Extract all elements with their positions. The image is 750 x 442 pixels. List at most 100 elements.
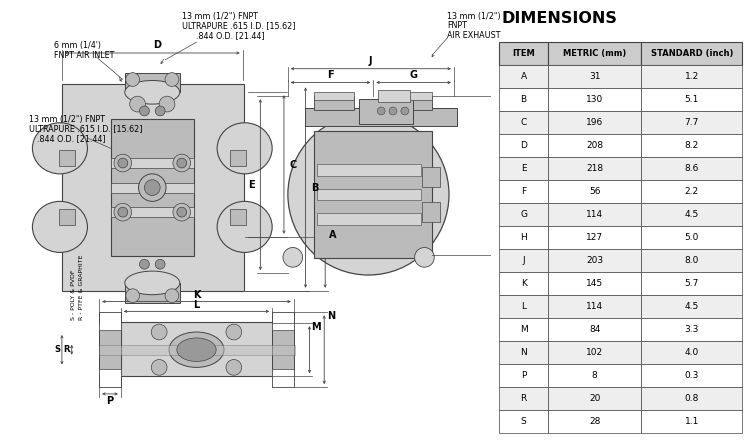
Text: 208: 208	[586, 141, 603, 150]
Text: N: N	[520, 348, 527, 357]
Ellipse shape	[226, 324, 242, 340]
Ellipse shape	[400, 107, 409, 115]
Ellipse shape	[139, 174, 166, 202]
Bar	[317, 189, 421, 200]
Bar	[548, 134, 641, 157]
Bar	[111, 119, 194, 256]
Text: FNPT: FNPT	[447, 21, 467, 30]
Bar	[641, 295, 742, 318]
Bar	[111, 158, 194, 168]
Text: 8.0: 8.0	[685, 256, 699, 265]
Ellipse shape	[124, 80, 180, 104]
Bar	[641, 203, 742, 226]
Bar	[499, 272, 548, 295]
Bar	[378, 90, 410, 102]
Bar	[548, 272, 641, 295]
Text: 5.0: 5.0	[685, 233, 699, 242]
Bar	[641, 134, 742, 157]
Ellipse shape	[32, 123, 88, 174]
Bar	[641, 226, 742, 249]
Ellipse shape	[283, 248, 302, 267]
Ellipse shape	[288, 114, 449, 275]
Text: F: F	[521, 187, 526, 196]
Bar	[272, 312, 294, 330]
Text: K: K	[520, 279, 526, 288]
Text: 1.1: 1.1	[685, 417, 699, 426]
Ellipse shape	[177, 338, 216, 362]
Bar	[230, 150, 246, 166]
Text: E: E	[248, 179, 255, 190]
Bar	[499, 226, 548, 249]
Text: C: C	[290, 160, 296, 170]
Bar	[499, 295, 548, 318]
Bar	[499, 364, 548, 387]
Bar	[548, 341, 641, 364]
Bar	[62, 84, 244, 291]
Text: L: L	[521, 302, 526, 311]
Bar	[548, 387, 641, 410]
Text: 3.3: 3.3	[685, 325, 699, 334]
Ellipse shape	[114, 154, 132, 172]
Ellipse shape	[169, 332, 224, 367]
Bar	[641, 157, 742, 180]
Bar	[393, 92, 432, 100]
Text: .844 O.D. [21.44]: .844 O.D. [21.44]	[196, 31, 266, 40]
Bar	[272, 312, 294, 387]
Ellipse shape	[126, 289, 140, 302]
Bar	[548, 364, 641, 387]
Text: 13 mm (1/2"): 13 mm (1/2")	[447, 11, 501, 21]
Text: 13 mm (1/2") FNPT: 13 mm (1/2") FNPT	[29, 115, 106, 124]
Ellipse shape	[152, 359, 167, 375]
Bar	[499, 318, 548, 341]
Bar	[230, 209, 246, 225]
Text: FNPT AIR INLET: FNPT AIR INLET	[54, 51, 115, 60]
Ellipse shape	[155, 259, 165, 269]
Bar	[124, 283, 180, 302]
Ellipse shape	[32, 202, 88, 252]
Bar	[641, 341, 742, 364]
Text: 7.7: 7.7	[685, 118, 699, 127]
Bar	[548, 318, 641, 341]
Ellipse shape	[177, 158, 187, 168]
Ellipse shape	[173, 203, 190, 221]
Text: 218: 218	[586, 164, 603, 173]
Text: 8.2: 8.2	[685, 141, 699, 150]
Text: 0.8: 0.8	[685, 394, 699, 403]
Text: 5.1: 5.1	[685, 95, 699, 104]
Text: A: A	[329, 230, 337, 240]
Bar	[499, 180, 548, 203]
Bar	[124, 72, 180, 92]
Bar	[314, 92, 354, 100]
Ellipse shape	[155, 106, 165, 116]
Text: S - POLY & PVDF: S - POLY & PVDF	[70, 270, 76, 320]
Text: H: H	[510, 171, 518, 181]
Text: J: J	[522, 256, 525, 265]
Bar	[499, 387, 548, 410]
Text: G: G	[410, 69, 418, 80]
Bar	[548, 111, 641, 134]
Text: 31: 31	[589, 72, 601, 81]
Ellipse shape	[217, 123, 272, 174]
Text: R - PTFE & GRAPHITE: R - PTFE & GRAPHITE	[79, 255, 83, 320]
Text: M: M	[311, 322, 321, 332]
Ellipse shape	[145, 180, 160, 195]
Text: 13 mm (1/2") FNPT: 13 mm (1/2") FNPT	[182, 11, 258, 21]
Ellipse shape	[165, 289, 178, 302]
Bar	[548, 157, 641, 180]
Text: S: S	[54, 345, 60, 354]
Ellipse shape	[226, 359, 242, 375]
Text: 196: 196	[586, 118, 603, 127]
Text: 2.2: 2.2	[685, 187, 699, 196]
Text: 4.0: 4.0	[685, 348, 699, 357]
Text: G: G	[520, 210, 527, 219]
Text: ULTRAPURE .615 I.D. [15.62]: ULTRAPURE .615 I.D. [15.62]	[29, 125, 143, 133]
Bar	[59, 150, 75, 166]
Bar	[548, 65, 641, 88]
Text: F: F	[327, 69, 334, 80]
Bar	[499, 111, 548, 134]
Bar	[641, 180, 742, 203]
Text: 0.3: 0.3	[685, 371, 699, 380]
Text: N: N	[327, 311, 335, 321]
Ellipse shape	[124, 271, 180, 295]
Bar	[393, 96, 432, 110]
